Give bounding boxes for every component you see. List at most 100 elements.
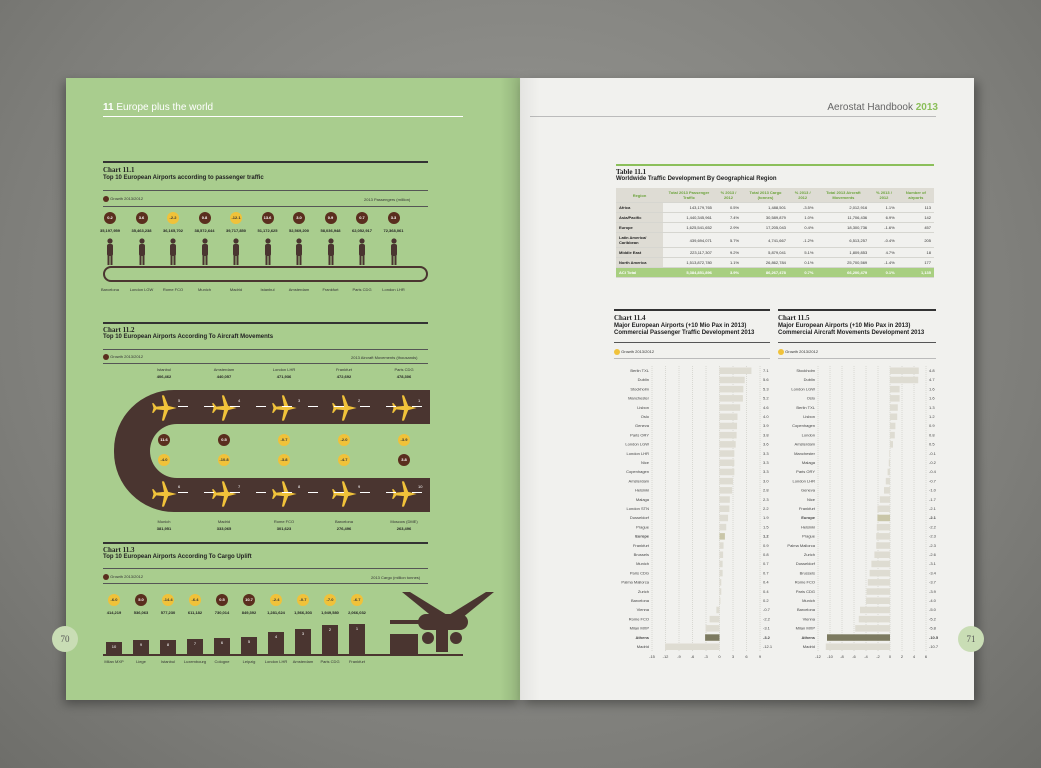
tick-label: 6	[925, 654, 928, 659]
value-cell: 9.2%	[714, 247, 743, 258]
cargo-value: 2,066,032	[348, 610, 366, 615]
chart4-plot: -15 -12 -9 -6 -3 0 3 6 9 Berlin TXL 7.1 Dublin 5.6 St…	[621, 366, 773, 659]
value-cell: -0.4%	[870, 232, 898, 248]
chart3-unit: 2013 Cargo (million tonnes)	[371, 575, 421, 580]
value-label: 2.8	[763, 488, 769, 493]
airport-label: Paris CDG	[352, 287, 372, 292]
cargo-box: 2	[322, 625, 338, 654]
plane-icon	[150, 480, 178, 508]
value-label: -3.1	[763, 626, 771, 631]
category-label: Frankfurt	[799, 506, 816, 511]
value-cell: 1.0%	[788, 212, 817, 223]
bar	[719, 542, 724, 549]
bar	[876, 523, 890, 531]
total-cell: 66,200,479	[816, 267, 871, 278]
table-header: Number of airports	[897, 188, 934, 203]
cargo-value: 536,063	[133, 610, 149, 615]
category-label: Stockholm	[630, 386, 649, 391]
category-label: London STN	[627, 506, 650, 511]
traffic-table: Region Total 2013 Passenger Traffic% 2013…	[616, 188, 934, 278]
value-cell: 4,741,667	[742, 232, 789, 248]
bar	[825, 643, 890, 650]
value-cell: -3.5%	[788, 202, 817, 213]
movements-value: 381,951	[156, 526, 172, 531]
category-label: Nice	[807, 497, 816, 502]
airport-label: Frankfurt	[322, 287, 339, 292]
value-label: 5.6	[763, 377, 769, 382]
growth-badge: -0.7	[278, 434, 290, 446]
table-row: Europe 1,625,541,652 2.9% 17,205,043 0.4% 18,…	[616, 222, 934, 233]
table-row: Asia/Pacific 1,440,345,961 7.4% 30,589,879 1…	[616, 212, 934, 223]
growth-badge: -6.0	[108, 594, 120, 606]
chart-top-rule	[103, 542, 428, 544]
bar	[719, 468, 735, 476]
passenger-value: 62,052,917	[351, 228, 373, 233]
airport-name: Paris CDG	[394, 367, 414, 372]
cargo-box: 7	[187, 639, 203, 654]
bar	[877, 514, 890, 522]
runway-dash	[256, 492, 266, 493]
region-cell: Europe	[616, 222, 663, 233]
value-label: 0.7	[763, 561, 769, 566]
value-cell: 5.7%	[714, 232, 743, 248]
bar	[871, 560, 890, 568]
bar	[719, 496, 730, 503]
chart1-subtitle: Top 10 European Airports according to pa…	[103, 175, 264, 181]
tick-label: -4	[864, 654, 868, 659]
value-label: -4.0	[929, 598, 937, 603]
category-label: Vienna	[637, 607, 650, 612]
runway-dash	[412, 406, 422, 407]
bar	[855, 625, 890, 632]
category-label: Frankfurt	[633, 543, 650, 548]
growth-badge: 10.7	[243, 594, 255, 606]
plane-icon	[330, 480, 358, 508]
airport-label: London LGW	[129, 287, 154, 292]
category-label: Europe	[635, 534, 650, 539]
region-cell: Africa	[616, 202, 663, 213]
cargo-box: 4	[268, 632, 284, 654]
movements-value: 406,462	[156, 374, 172, 379]
traveler-icon	[231, 238, 241, 266]
runway-dash	[178, 492, 188, 493]
chart1-title: Chart 11.1	[103, 166, 135, 174]
bar	[719, 450, 735, 457]
category-label: Berlin TXL	[630, 368, 649, 373]
header-rule	[530, 116, 936, 117]
category-label: Dusseldorf	[630, 515, 650, 520]
category-label: London LGW	[625, 442, 649, 447]
category-label: Malaga	[636, 497, 650, 502]
category-label: Madrid	[803, 644, 815, 649]
value-label: 5.2	[763, 396, 769, 401]
airport-label: London LHR	[264, 659, 288, 664]
category-label: Dusseldorf	[796, 561, 816, 566]
airport-label: Cologne	[214, 659, 230, 664]
cargo-box: 6	[214, 638, 230, 654]
chart5-subtitle1: Major European Airports (+10 Mio Pax in …	[778, 323, 911, 329]
value-label: -3.2	[763, 635, 771, 640]
chart2-subrule	[103, 349, 428, 350]
category-label: Oslo	[641, 414, 650, 419]
value-cell: 30,589,879	[742, 212, 789, 223]
plane-icon	[210, 480, 238, 508]
value-label: 3.8	[763, 432, 769, 437]
category-label: Prague	[636, 524, 650, 529]
value-label: -0.1	[929, 451, 937, 456]
value-label: 3.3	[763, 460, 769, 465]
bar	[705, 625, 720, 632]
traveler-icon	[326, 238, 336, 266]
airport-label: Munich	[198, 287, 211, 292]
growth-badge: -0.7	[297, 594, 309, 606]
bar	[876, 533, 890, 540]
growth-badge: 5.0	[135, 594, 147, 606]
airport-name: London LHR	[272, 367, 296, 372]
airport-label: Paris CDG	[320, 659, 340, 664]
airport-label: Liege	[136, 659, 146, 664]
value-cell: 0.5%	[714, 202, 743, 213]
chart3-legend-rule	[103, 583, 428, 584]
value-label: 3.0	[763, 478, 769, 483]
value-label: 2.3	[763, 497, 769, 502]
bar	[665, 643, 720, 650]
cargo-value: 414,219	[106, 610, 122, 615]
bar	[719, 579, 722, 586]
value-cell: 1.1%	[870, 202, 898, 213]
